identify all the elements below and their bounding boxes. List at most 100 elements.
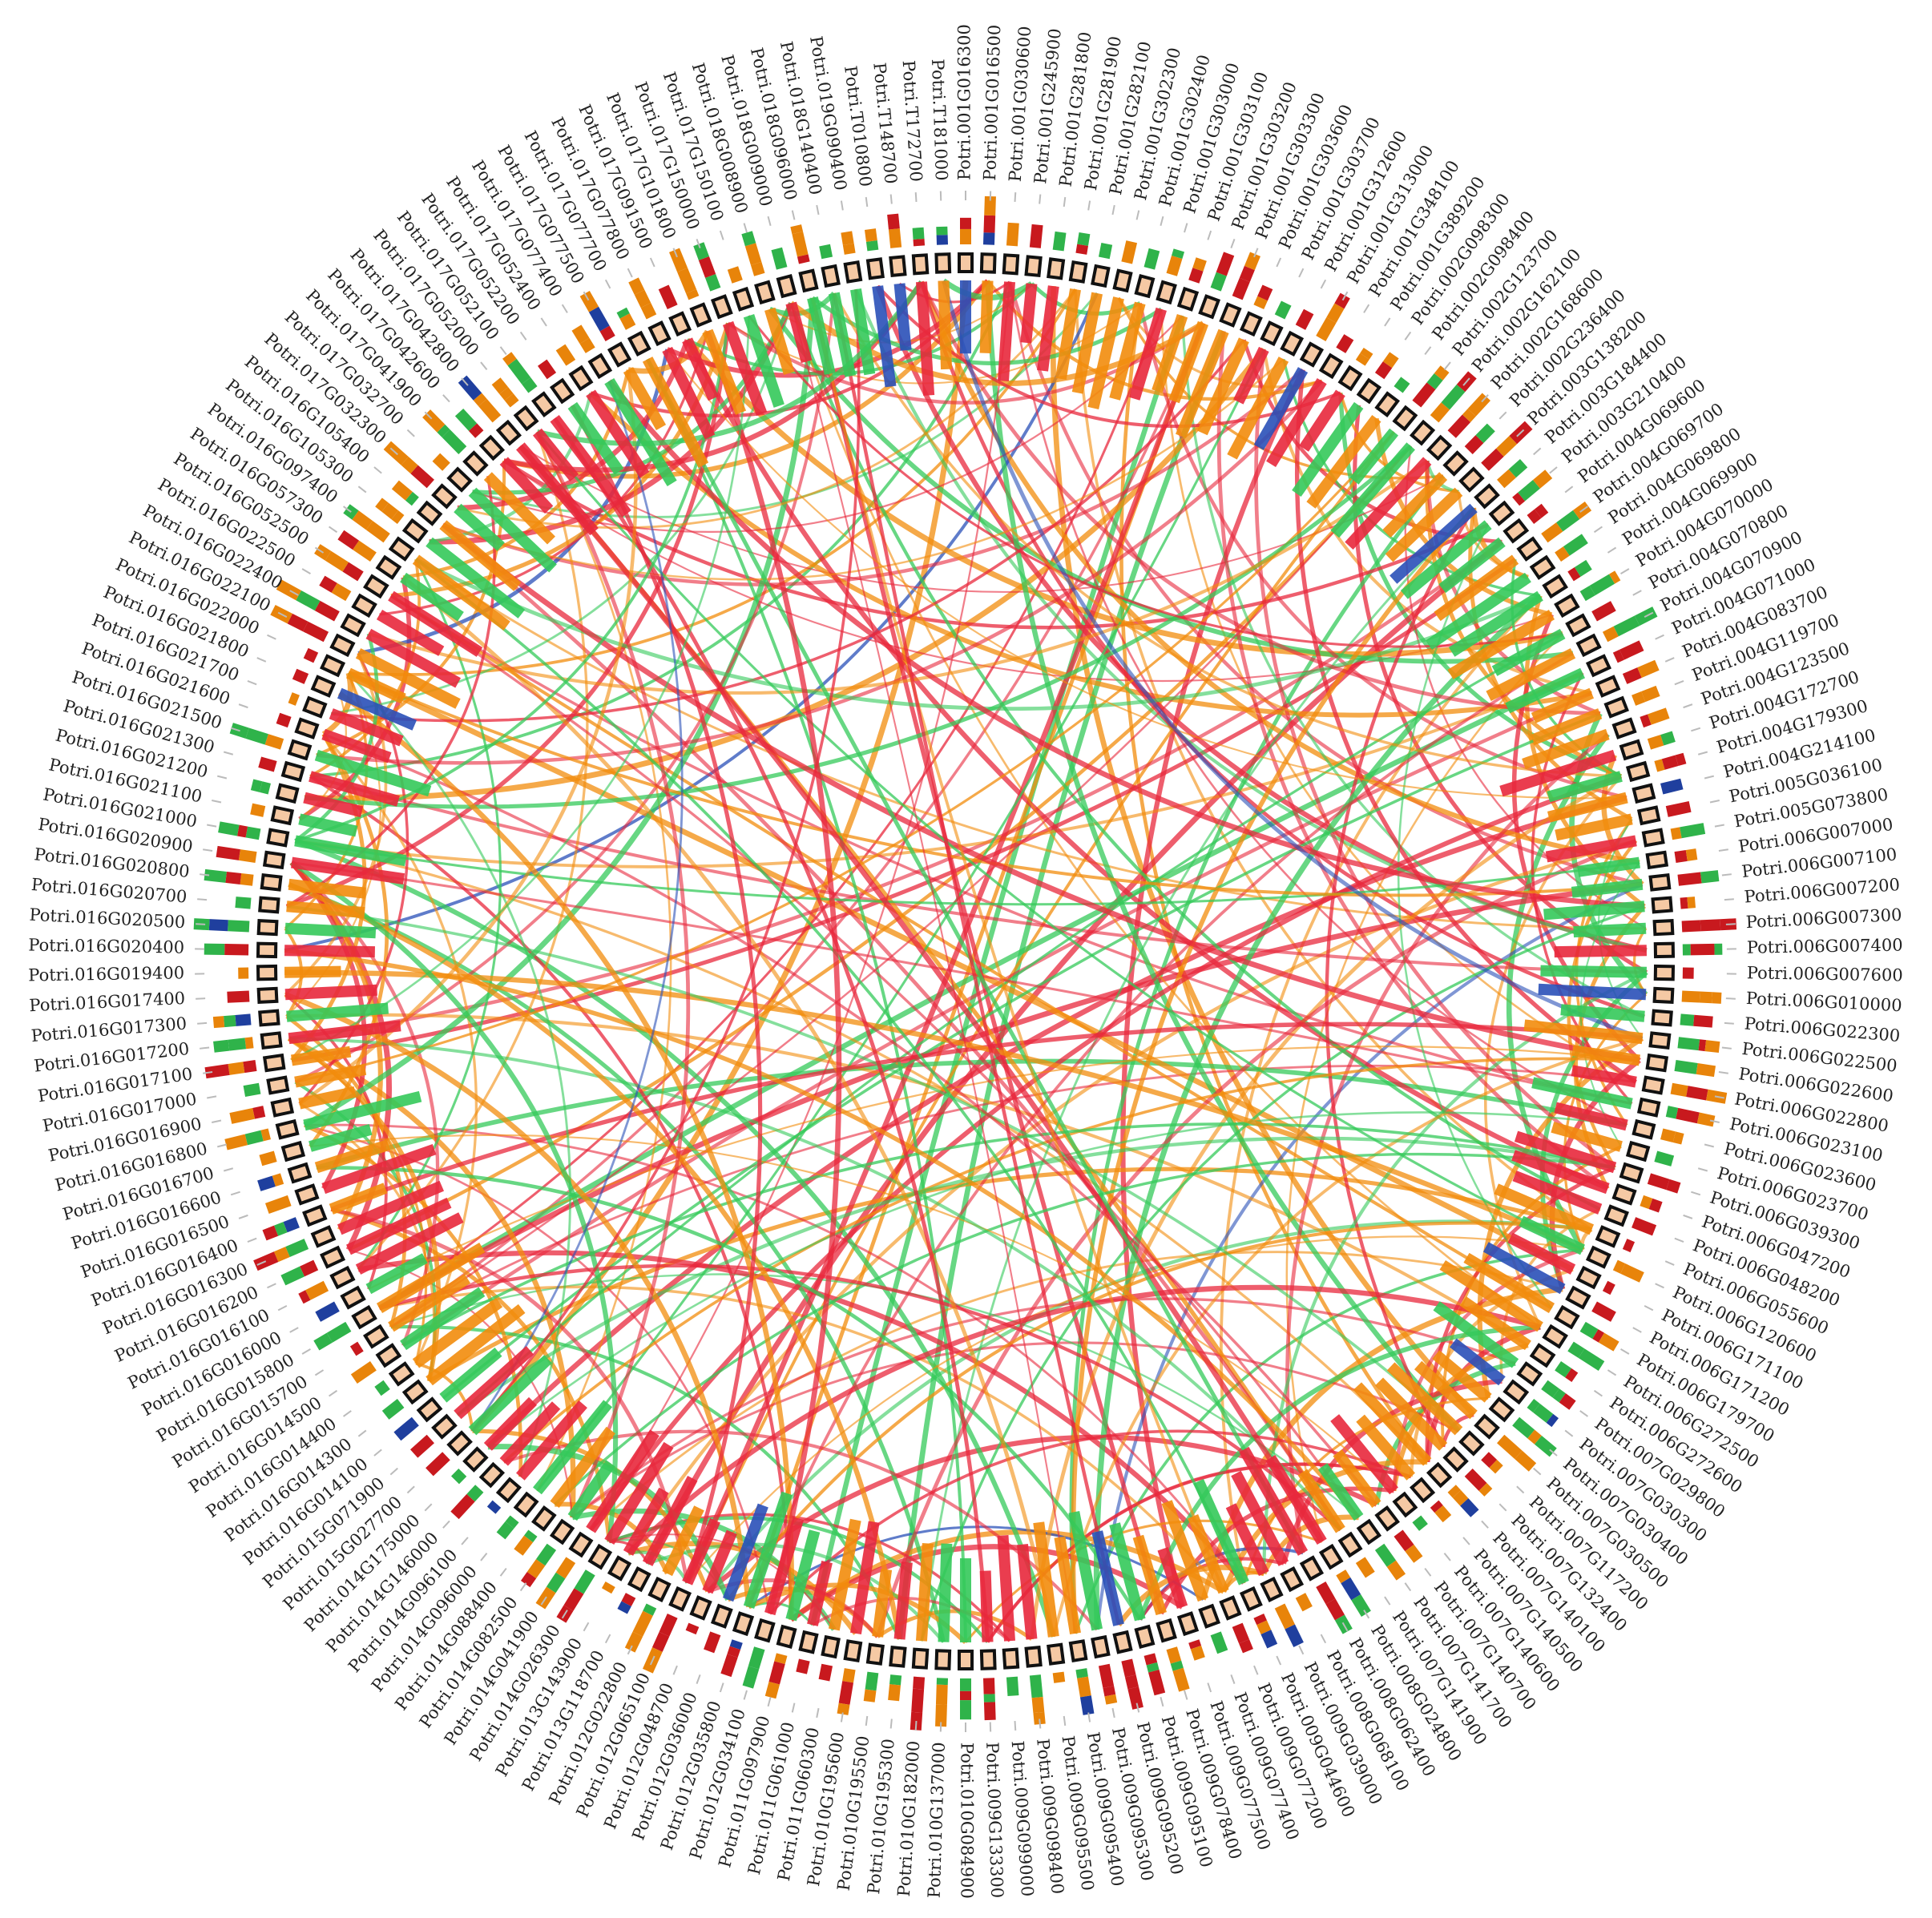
- expression-bar: [1662, 1134, 1675, 1137]
- dash: [1231, 239, 1234, 248]
- gene-box: [342, 615, 364, 635]
- expression-bar: [1568, 1373, 1575, 1378]
- spoke: [877, 286, 890, 386]
- dash: [1715, 825, 1724, 827]
- gene-box: [610, 1557, 630, 1579]
- expression-bar: [491, 1504, 497, 1510]
- dash: [1499, 1504, 1506, 1511]
- expression-bar: [1680, 903, 1688, 904]
- gene-box: [342, 1287, 364, 1308]
- expression-bar: [704, 258, 710, 276]
- gene-box: [1639, 808, 1659, 824]
- expression-bar: [634, 280, 639, 292]
- dash: [358, 1430, 365, 1436]
- gene-label: Potri.016G020700: [30, 875, 188, 907]
- gene-box: [259, 921, 277, 934]
- dash: [1684, 704, 1692, 707]
- expression-bar: [692, 292, 694, 298]
- gene-label: Potri.T148700: [869, 62, 901, 185]
- dash: [443, 395, 450, 402]
- expression-bar: [1380, 365, 1388, 376]
- expression-bar: [726, 1656, 732, 1675]
- expression-bar: [1035, 225, 1038, 248]
- expression-bar: [1583, 590, 1592, 596]
- expression-bar: [1674, 1137, 1683, 1139]
- dash: [1684, 1215, 1692, 1219]
- spoke: [285, 990, 377, 995]
- gene-box: [1655, 921, 1673, 934]
- dash: [200, 1047, 209, 1048]
- expression-bar: [446, 433, 463, 450]
- gene-box: [449, 469, 470, 490]
- expression-bar: [1556, 1393, 1563, 1398]
- dash: [1726, 998, 1736, 999]
- expression-bar: [1086, 1696, 1089, 1714]
- expression-bar: [1536, 474, 1548, 485]
- dash: [1405, 332, 1410, 340]
- gene-box: [1505, 521, 1527, 542]
- expression-bar: [1615, 655, 1622, 658]
- expression-bar: [1035, 1675, 1038, 1698]
- dash: [462, 1537, 468, 1545]
- expression-bar: [1149, 1654, 1152, 1664]
- dash: [1064, 1716, 1066, 1726]
- expression-bar: [1592, 579, 1611, 590]
- dash: [541, 318, 547, 326]
- expression-bar: [1301, 312, 1309, 328]
- expression-bar: [774, 1662, 780, 1682]
- dash: [1724, 1023, 1734, 1024]
- expression-bar: [1595, 606, 1614, 616]
- expression-bar: [226, 877, 240, 879]
- expression-bar: [1259, 1616, 1262, 1622]
- dash: [1444, 362, 1450, 369]
- gene-box: [1634, 785, 1654, 802]
- gene-box: [713, 1606, 732, 1626]
- expression-bar: [560, 1560, 571, 1575]
- dash: [673, 1666, 677, 1674]
- expression-bar: [1522, 484, 1537, 497]
- gene-box: [778, 276, 795, 296]
- dash: [744, 1690, 747, 1699]
- gene-box: [823, 266, 839, 286]
- expression-bar: [385, 1404, 401, 1416]
- gene-box: [1621, 1164, 1642, 1182]
- expression-bar: [893, 1685, 895, 1701]
- gene-box: [268, 830, 288, 846]
- expression-bar: [1559, 515, 1576, 527]
- dash: [1675, 681, 1684, 684]
- spoke: [287, 906, 365, 913]
- dash: [606, 280, 611, 288]
- expression-bar: [512, 362, 526, 381]
- expression-bar: [264, 1231, 276, 1235]
- expression-bar: [1680, 828, 1704, 832]
- expression-bar: [1237, 280, 1244, 297]
- expression-bar: [776, 249, 781, 268]
- expression-bar: [1417, 386, 1431, 404]
- gene-box: [1358, 380, 1379, 401]
- gene-box: [756, 282, 774, 303]
- expression-bar: [509, 397, 514, 404]
- gene-box: [1158, 282, 1176, 303]
- expression-bar: [756, 264, 760, 275]
- expression-bar: [541, 1547, 552, 1562]
- dash: [1607, 547, 1615, 552]
- gene-box: [1200, 296, 1219, 317]
- expression-bar: [436, 457, 446, 467]
- dash: [1299, 268, 1303, 277]
- gene-box: [264, 1055, 284, 1070]
- expression-bar: [1697, 1069, 1715, 1071]
- expression-bar: [405, 461, 414, 469]
- expression-bar: [989, 1678, 990, 1694]
- dash: [302, 569, 310, 574]
- dash: [1385, 1597, 1390, 1605]
- gene-label: Potri.016G019400: [28, 963, 184, 985]
- spoke: [834, 293, 850, 376]
- dash: [217, 776, 227, 779]
- expression-bar: [1446, 389, 1461, 406]
- gene-box: [260, 898, 278, 913]
- dash: [207, 1096, 216, 1098]
- gene-box: [1556, 1308, 1578, 1328]
- gene-box: [1412, 422, 1433, 444]
- dash: [390, 1469, 397, 1475]
- gene-box: [650, 323, 669, 345]
